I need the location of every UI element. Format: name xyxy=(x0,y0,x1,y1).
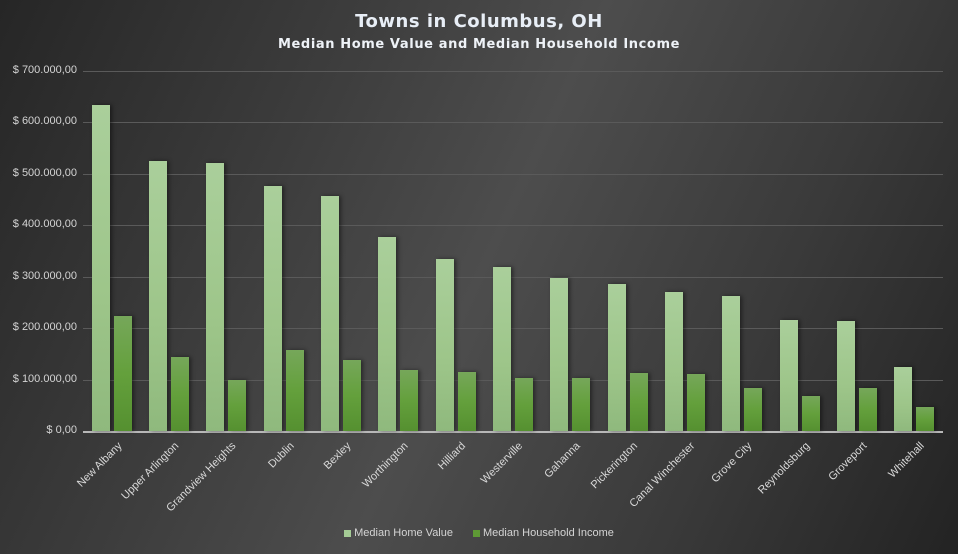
y-tick-label: $ 200.000,00 xyxy=(12,321,77,333)
y-tick-label: $ 700.000,00 xyxy=(12,64,77,76)
bar-household-income[interactable] xyxy=(228,380,246,431)
gridline xyxy=(83,380,943,381)
bar-home-value[interactable] xyxy=(894,367,912,431)
x-tick-label: Whitehall xyxy=(886,440,927,481)
bar-household-income[interactable] xyxy=(171,357,189,431)
bar-household-income[interactable] xyxy=(687,374,705,431)
x-tick-label: Pickerington xyxy=(588,440,641,492)
bar-household-income[interactable] xyxy=(916,407,934,431)
bar-household-income[interactable] xyxy=(343,360,361,431)
gridline xyxy=(83,225,943,226)
legend-item-household-income[interactable]: Median Household Income xyxy=(473,527,614,539)
bar-household-income[interactable] xyxy=(572,378,590,431)
x-axis-line xyxy=(83,431,943,433)
gridline xyxy=(83,277,943,278)
legend-label-home-value: Median Home Value xyxy=(354,527,453,539)
bar-home-value[interactable] xyxy=(321,196,339,431)
chart-subtitle: Median Home Value and Median Household I… xyxy=(277,37,681,52)
bar-home-value[interactable] xyxy=(378,237,396,431)
x-tick-label: Upper Arlington xyxy=(119,440,182,503)
x-tick-label: Dublin xyxy=(266,440,297,471)
bar-household-income[interactable] xyxy=(515,378,533,431)
legend-swatch-home-value xyxy=(344,529,352,537)
bar-household-income[interactable] xyxy=(630,373,648,431)
legend-item-home-value[interactable]: Median Home Value xyxy=(344,527,453,539)
gridline xyxy=(83,122,943,123)
bar-home-value[interactable] xyxy=(722,296,740,431)
x-tick-label: New Albany xyxy=(75,440,125,490)
y-tick-label: $ 600.000,00 xyxy=(12,115,77,127)
gridline xyxy=(83,71,943,72)
bar-home-value[interactable] xyxy=(550,278,568,431)
y-tick-label: $ 400.000,00 xyxy=(12,218,77,230)
bar-household-income[interactable] xyxy=(744,388,762,431)
x-tick-label: Groveport xyxy=(826,440,870,484)
x-tick-label: Westerville xyxy=(478,440,526,487)
y-tick-label: $ 0,00 xyxy=(46,424,77,436)
x-tick-label: Hilliard xyxy=(435,440,469,473)
bar-household-income[interactable] xyxy=(114,316,132,431)
x-tick-label: Worthington xyxy=(360,440,411,491)
legend-label-household-income: Median Household Income xyxy=(483,527,614,539)
bar-household-income[interactable] xyxy=(400,370,418,431)
bar-home-value[interactable] xyxy=(780,320,798,431)
gridline xyxy=(83,174,943,175)
bar-home-value[interactable] xyxy=(436,259,454,431)
bar-household-income[interactable] xyxy=(458,372,476,431)
y-tick-label: $ 100.000,00 xyxy=(12,373,77,385)
bar-home-value[interactable] xyxy=(837,321,855,431)
gridline xyxy=(83,328,943,329)
bar-home-value[interactable] xyxy=(665,292,683,431)
x-tick-label: Bexley xyxy=(321,440,354,472)
bar-household-income[interactable] xyxy=(802,396,820,431)
bar-home-value[interactable] xyxy=(608,284,626,431)
x-tick-label: Gahanna xyxy=(542,440,583,481)
x-tick-label: Grove City xyxy=(709,440,755,486)
x-tick-label: Reynoldsburg xyxy=(755,440,813,497)
bar-home-value[interactable] xyxy=(264,186,282,431)
legend-swatch-household-income xyxy=(473,529,480,537)
chart-title: Towns in Columbus, OH xyxy=(355,11,603,32)
bar-home-value[interactable] xyxy=(92,105,110,431)
bar-household-income[interactable] xyxy=(286,350,304,431)
bar-home-value[interactable] xyxy=(493,267,511,431)
bar-home-value[interactable] xyxy=(206,163,224,431)
y-tick-label: $ 300.000,00 xyxy=(12,270,77,282)
bar-home-value[interactable] xyxy=(149,161,167,431)
y-tick-label: $ 500.000,00 xyxy=(12,167,77,179)
legend: Median Home Value Median Household Incom… xyxy=(0,527,958,539)
bar-household-income[interactable] xyxy=(859,388,877,431)
